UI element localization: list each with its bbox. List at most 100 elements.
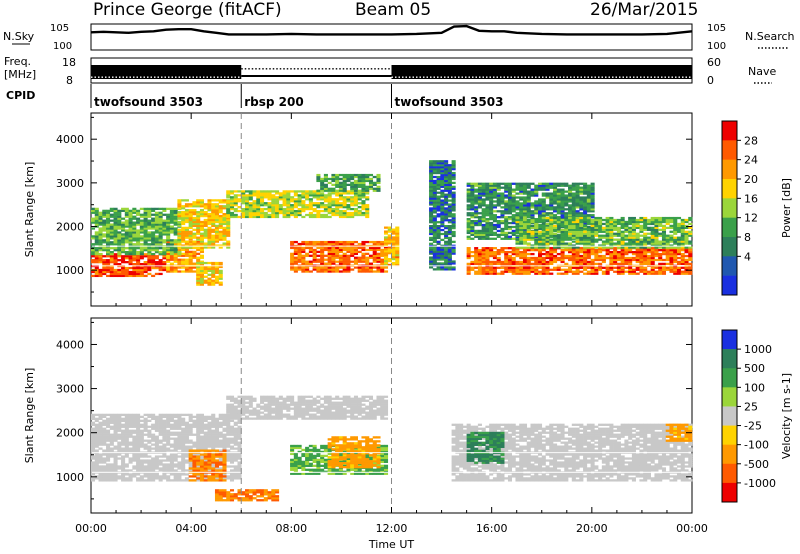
power-cell [365,266,370,269]
power-cell [331,248,336,252]
power-cell [106,237,111,240]
power-cell [605,252,610,256]
power-cell [537,232,543,235]
power-cell [166,250,171,254]
power-cell [616,232,621,235]
velocity-cell [106,423,111,426]
power-cell [440,181,445,185]
power-cell [605,216,610,220]
power-cell [94,274,99,278]
power-cell [181,258,186,261]
power-cell [643,236,648,239]
power-cell [474,210,479,213]
power-cell [387,234,392,237]
power-cell [440,238,445,242]
velocity-cell [98,433,103,436]
power-cell [504,260,509,264]
power-cell [500,186,505,189]
power-cell [327,206,332,209]
power-cell [429,230,434,234]
power-cell [290,246,295,250]
power-cell [432,260,437,263]
power-cell [496,184,501,187]
power-cell [444,226,449,230]
power-cell [575,188,580,191]
power-cell [492,219,497,223]
power-cell [162,266,167,270]
power-cell [91,211,96,214]
power-cell [308,248,313,252]
power-cell [534,226,539,230]
power-cell [106,217,111,220]
power-cell [436,215,441,218]
power-cell [553,234,558,237]
power-cell [654,242,659,245]
power-cell [440,166,445,169]
power-cell [143,223,148,226]
power-cell [447,168,452,171]
power-cell [436,197,441,200]
power-cell [579,236,584,239]
power-cell [124,207,129,211]
power-cell [477,190,482,193]
power-cell [109,233,114,236]
power-cell [372,189,377,192]
power-cell [481,225,486,229]
power-cell [519,238,524,241]
power-cell [575,236,580,239]
power-cell [684,224,689,228]
power-cell [526,220,531,224]
power-cell [635,244,640,247]
power-cell [669,236,674,239]
power-cell [616,254,621,258]
power-cell [673,266,678,269]
power-cell [590,198,595,201]
power-cell [192,205,197,208]
power-cell [132,257,137,260]
power-cell [293,260,298,263]
power-cell [620,232,625,235]
power-cell [519,208,524,211]
power-cell [646,254,651,258]
power-cell [177,223,182,226]
power-cell [504,227,509,231]
power-cell [320,258,325,261]
power-cell [470,219,475,223]
power-cell [169,268,174,271]
power-cell [331,189,336,192]
power-cell [297,250,302,254]
power-cell [256,215,261,219]
power-cell [586,262,591,266]
power-cell [184,262,189,265]
power-cell [594,224,599,228]
power-cell [196,260,201,263]
power-cell [522,186,528,189]
power-cell [207,232,212,235]
power-cell [275,213,280,217]
power-cell [635,246,640,249]
velocity-cell [113,459,118,462]
power-cell [226,224,231,228]
power-cell [583,242,588,245]
power-cell [222,201,227,204]
power-cell [432,199,437,202]
power-cell [485,231,490,235]
power-cell [128,262,133,266]
power-cell [98,229,103,232]
power-cell [489,229,494,233]
power-cell [669,260,674,264]
power-cell [293,194,298,197]
power-cell [519,262,524,266]
power-cell [346,206,351,209]
velocity-cell [94,445,99,448]
power-cell [526,206,531,209]
power-cell [188,238,193,241]
power-cell [162,227,167,230]
power-cell [211,246,216,249]
power-cell [301,262,306,265]
power-cell [323,240,328,244]
power-cell [166,260,171,263]
power-cell [192,228,197,231]
velocity-cell [106,429,111,432]
power-cell [564,216,569,219]
